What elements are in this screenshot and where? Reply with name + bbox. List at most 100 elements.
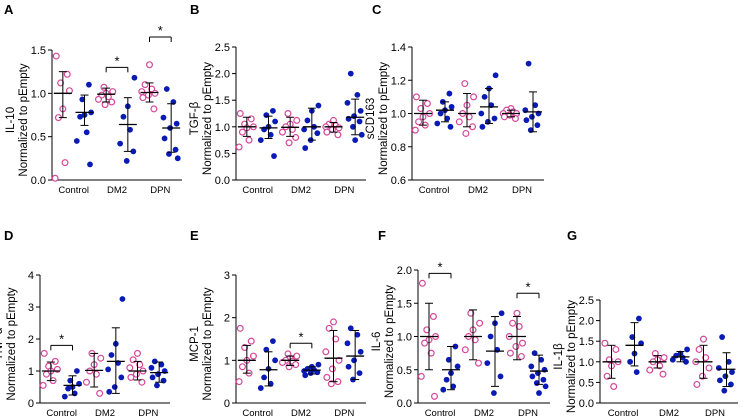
data-point [236,109,244,117]
y-axis-subtitle: Normalized to pEmpty [202,62,214,175]
series-filled-dm2 [301,361,322,379]
series-filled-dm2 [117,74,138,164]
data-point [94,95,102,103]
data-point [659,370,667,378]
data-point [462,129,470,137]
data-point [51,357,59,365]
data-point [455,118,463,126]
data-point [119,296,126,302]
data-point [120,113,127,120]
data-point [148,364,155,371]
y-axis-subtitle: Normalized to pEmpty [18,63,30,176]
data-point [656,362,664,370]
y-tick-label: 0.5 [31,132,46,144]
data-point [636,315,642,322]
data-point [356,370,363,377]
category-label: DM2 [95,408,115,417]
series-filled-dm2 [105,296,126,395]
data-point [491,115,498,122]
data-point [500,113,508,121]
series-filled-control [257,338,278,391]
data-point [322,348,330,356]
data-point [702,354,710,362]
data-point [106,388,113,395]
data-point [651,350,659,358]
category-label: Control [242,408,273,417]
data-point [610,383,618,391]
series-filled-dpn [522,60,542,134]
data-point [160,114,167,121]
data-point [323,373,331,381]
data-point [77,113,83,120]
data-point [529,113,535,120]
data-point [100,83,108,91]
data-point [358,131,365,138]
data-point [440,386,447,393]
series-open-control [235,324,257,386]
panel-b: B 0.0 0.5 1.0 1.5 2.0 2.5 TGF-β Normalized to pE… [189,2,366,196]
data-point [517,352,525,360]
data-point [603,372,611,380]
significance-star: * [114,53,119,68]
y-tick-label: 1 [28,366,34,378]
category-label: DM2 [468,185,488,196]
data-point [646,366,654,374]
data-point [272,357,278,364]
data-point [627,358,633,365]
data-point [96,389,104,397]
series-open-dm2 [278,109,301,147]
data-point [151,358,158,365]
data-point [130,148,137,155]
data-point [443,376,450,383]
significance-star: * [59,331,64,346]
category-label: DM2 [659,408,679,417]
data-point [292,361,300,369]
data-point [146,61,154,69]
data-point [683,358,689,365]
y-tick-label: 2 [224,313,230,325]
panel-c: C 0.6 0.8 1.0 1.2 1.4 sCD163 Normalized to pEmp… [365,2,544,196]
data-point [284,109,292,117]
data-point [301,126,308,133]
data-point [412,93,420,101]
data-point [354,91,361,98]
data-point [63,70,71,78]
data-point [108,352,115,358]
data-point [83,129,90,136]
data-point [429,313,437,321]
data-point [134,349,142,357]
data-point [327,380,335,388]
y-tick-label: 2 [28,334,34,346]
data-point [492,72,499,79]
significance-bracket: * [105,53,129,73]
data-point [357,348,364,355]
data-point [487,333,494,340]
category-label: DPN [512,185,532,196]
y-axis-title: IL-1β [553,343,565,370]
data-point [131,74,138,81]
data-point [512,342,520,350]
data-point [238,128,246,136]
data-point [684,346,690,353]
data-point [304,117,311,124]
data-point [461,346,469,354]
data-point [174,155,181,162]
series-filled-control [440,343,461,393]
data-point [315,361,322,368]
data-point [323,128,331,136]
data-point [445,356,452,363]
data-point [470,93,478,101]
data-point [415,118,423,126]
category-label: DM2 [291,185,311,196]
data-point [67,377,74,384]
category-label: DPN [334,408,354,417]
data-point [354,331,361,338]
data-point [344,99,351,106]
data-point [725,358,732,365]
category-label: Control [46,408,77,417]
data-point [235,143,243,151]
series-filled-dm2 [669,346,690,365]
series-filled-control [61,368,82,400]
data-point [278,128,286,136]
y-axis-subtitle: Normalized to pEmpty [566,300,578,413]
